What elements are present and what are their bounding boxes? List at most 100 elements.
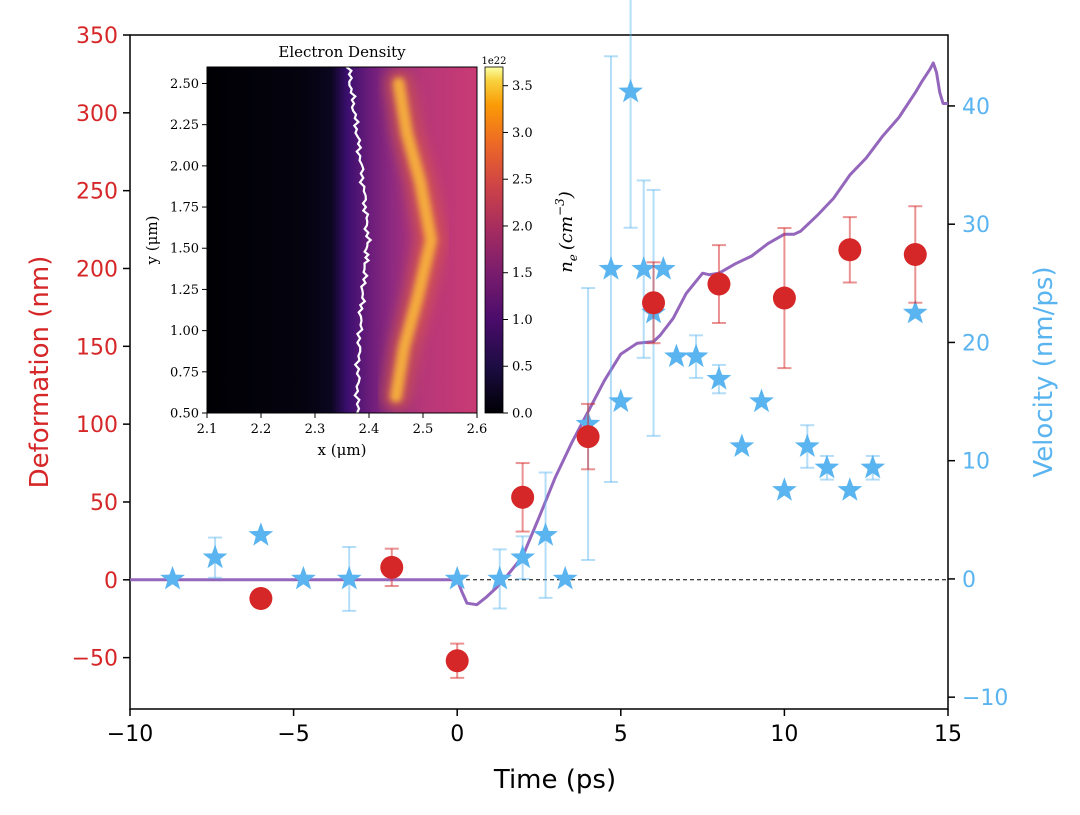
velocity-point — [336, 565, 362, 590]
y-left-tick-label: 200 — [76, 257, 118, 282]
y-right-tick-label: 10 — [962, 450, 990, 475]
heatmap-ridge-core — [390, 77, 438, 403]
x-tick-label: 15 — [934, 722, 962, 747]
velocity-point — [664, 343, 689, 368]
y-left-tick-label: 250 — [76, 180, 118, 205]
inset-x-tick-label: 2.2 — [251, 422, 272, 437]
deformation-point — [772, 286, 796, 310]
y-left-axis-label: Deformation (nm) — [25, 256, 55, 489]
x-axis-label: Time (ps) — [493, 765, 616, 795]
inset-y-tick-label: 2.00 — [170, 159, 199, 174]
inset-x-tick-label: 2.6 — [467, 422, 488, 437]
boundary-curve — [345, 67, 373, 413]
y-left-tick-label: 100 — [76, 413, 118, 438]
inset-x-tick-label: 2.1 — [197, 422, 218, 437]
y-right-tick-label: −10 — [962, 686, 1008, 711]
plot-frame — [129, 34, 949, 710]
velocity-point — [533, 522, 558, 546]
x-tick-label: −5 — [277, 722, 309, 747]
velocity-point — [552, 565, 578, 590]
velocity-point — [598, 256, 624, 280]
inset-x-tick-label: 2.4 — [359, 422, 380, 437]
heatmap-frame — [206, 66, 478, 414]
inset-x-tick-label: 2.3 — [305, 422, 326, 437]
inset-y-tick-label: 1.50 — [170, 242, 199, 257]
inset-x-label: x (μm) — [318, 441, 367, 459]
inset-y-tick-label: 0.50 — [170, 407, 199, 422]
y-right-axis-label: Velocity (nm/ps) — [1029, 266, 1059, 477]
velocity-point — [683, 343, 709, 368]
inset-heatmap: 2.1 2.2 2.3 2.4 2.5 2.6 0.50 0.75 1.00 1.25 1.50 1… — [143, 43, 580, 459]
y-left-tick-label: 150 — [76, 335, 118, 360]
x-tick-label: 0 — [450, 722, 464, 747]
y-right-tick-label: 20 — [962, 331, 990, 356]
velocity-point — [772, 477, 797, 501]
colorbar-scale: 1e22 — [481, 56, 506, 67]
inset-y-tick-label: 2.25 — [170, 118, 199, 133]
bottom-axis: −10 −5 0 5 10 15 — [107, 709, 962, 747]
velocity-point — [860, 454, 886, 479]
colorbar-axis: 0.0 0.5 1.0 1.5 2.0 2.5 3.0 3.5 — [503, 79, 533, 422]
colorbar-tick-label: 2.0 — [512, 219, 533, 234]
velocity-point — [487, 565, 513, 590]
velocity-point — [902, 299, 928, 324]
velocity-point — [618, 78, 643, 103]
velocity-point — [631, 256, 657, 280]
velocity-point — [160, 565, 185, 590]
colorbar-tick-label: 0.5 — [512, 360, 533, 375]
deformation-point — [642, 291, 666, 315]
velocity-point — [248, 522, 274, 546]
inset-y-tick-label: 0.75 — [170, 365, 199, 380]
deformation-point — [838, 238, 862, 262]
colorbar-tick-label: 1.0 — [512, 313, 533, 328]
x-tick-label: −10 — [107, 722, 153, 747]
y-right-tick-label: 40 — [962, 95, 990, 120]
velocity-point — [510, 544, 535, 569]
deformation-point — [380, 555, 404, 579]
inset-y-axis: 0.50 0.75 1.00 1.25 1.50 1.75 2.00 2.25 2.50 — [170, 77, 207, 422]
inset-y-tick-label: 1.75 — [170, 201, 199, 216]
inset-x-tick-label: 2.5 — [413, 422, 434, 437]
velocity-point — [444, 565, 470, 590]
y-right-tick-label: 0 — [962, 568, 976, 593]
velocity-point — [729, 433, 755, 457]
deformation-point — [511, 485, 535, 509]
y-left-tick-label: 50 — [90, 491, 118, 516]
x-tick-label: 5 — [614, 722, 628, 747]
deformation-point — [903, 242, 927, 266]
y-right-tick-label: 30 — [962, 213, 990, 238]
colorbar-label: ne(cm−3) — [553, 191, 580, 273]
velocity-point — [706, 366, 732, 390]
colorbar-tick-label: 2.5 — [512, 173, 533, 188]
inset-y-tick-label: 1.00 — [170, 324, 199, 339]
velocity-point — [608, 388, 634, 413]
y-left-tick-label: 0 — [104, 569, 118, 594]
velocity-point — [651, 256, 676, 280]
velocity-series — [160, 0, 928, 612]
velocity-point — [837, 477, 863, 501]
deformation-series — [249, 205, 927, 679]
inset-title: Electron Density — [278, 43, 406, 61]
colorbar-tick-label: 0.0 — [512, 407, 533, 422]
velocity-point — [291, 565, 316, 590]
deformation-point — [576, 425, 600, 449]
colorbar-tick-label: 1.5 — [512, 266, 533, 281]
inset-y-tick-label: 1.25 — [170, 283, 199, 298]
velocity-point — [749, 388, 774, 413]
deformation-point — [707, 272, 731, 296]
deformation-point — [445, 649, 469, 673]
left-axis: −50 0 50 100 150 200 250 300 350 — [72, 24, 130, 672]
inset-x-axis: 2.1 2.2 2.3 2.4 2.5 2.6 — [197, 413, 488, 437]
y-left-tick-label: −50 — [72, 647, 118, 672]
right-axis: −10 0 10 20 30 40 — [948, 95, 1008, 711]
velocity-point — [814, 454, 840, 479]
inset-y-label: y (μm) — [143, 216, 161, 266]
colorbar — [484, 66, 504, 414]
colorbar-tick-label: 3.0 — [512, 126, 533, 141]
x-tick-label: 10 — [770, 722, 798, 747]
deformation-point — [249, 586, 273, 610]
velocity-point — [794, 433, 820, 457]
inset-y-tick-label: 2.50 — [170, 77, 199, 92]
